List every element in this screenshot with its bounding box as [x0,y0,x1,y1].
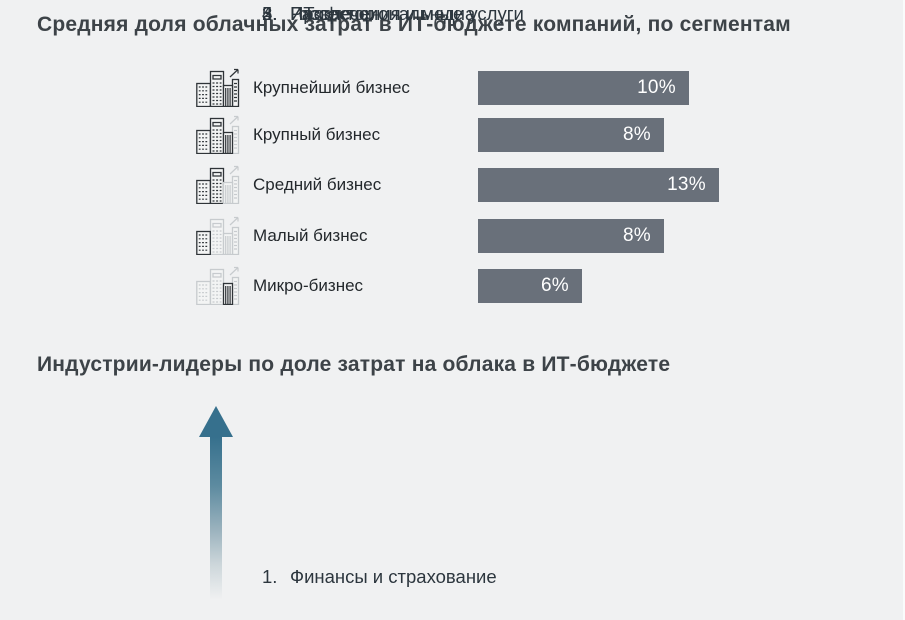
segment-bar: 6% [478,269,582,303]
segment-value: 13% [667,174,706,195]
buildings-largest-business-icon [196,68,240,107]
segment-value: 6% [540,275,569,296]
segment-label: Микро-бизнес [253,276,364,295]
chart-row: Малый бизнес 8% [0,216,903,255]
buildings-large-business-icon [196,115,240,154]
industry-rank: 1. [262,566,278,587]
segment-value: 10% [637,77,676,98]
industry-label: Финансы и страхование [290,566,497,587]
cloud-share-bar-chart: Крупнейший бизнес 10% Крупный бизнес 8% [0,68,903,305]
segment-label: Крупнейший бизнес [253,78,410,97]
segment-value: 8% [622,225,651,246]
segment-bar: 8% [478,219,664,253]
industry-rank: 4. [262,3,278,24]
chart-row: Крупнейший бизнес 10% [0,68,903,107]
segment-label: Средний бизнес [253,175,382,194]
industry-label: Профессиональные услуги [290,3,524,24]
buildings-medium-business-icon [196,165,240,204]
segment-bar: 8% [478,118,664,152]
buildings-small-business-icon [196,216,240,255]
industry-label: Госсектор [290,3,376,24]
industry-list-item: 3. Госсектор [262,0,375,28]
segment-bar: 10% [478,71,689,105]
growth-arrow-icon [199,406,233,602]
chart-row: Средний бизнес 13% [0,165,903,204]
industry-rank: 2. [262,3,278,24]
industry-label: Развлечения и медиа [290,3,476,24]
industry-list-item: 5. Профессиональные услуги [262,0,524,28]
chart-row: Микро-бизнес 6% [0,266,903,305]
segment-value: 8% [622,124,651,145]
segment-bar: 13% [478,168,719,202]
segment-label: Малый бизнес [253,226,368,245]
arrow-shaft [210,437,222,600]
industry-rank: 5. [262,3,278,24]
industries-list-title: Индустрии-лидеры по доле затрат на облак… [37,353,671,376]
industry-list-item: 4. Развлечения и медиа [262,0,475,28]
industry-label: ИТ [290,3,315,24]
segments-chart-title: Средняя доля облачных затрат в ИТ-бюджет… [37,13,791,36]
segment-label: Крупный бизнес [253,125,381,144]
arrow-head [199,406,233,437]
buildings-micro-business-icon [196,266,240,305]
industry-list-item: 1. Финансы и страхование [262,563,497,591]
industry-rank: 3. [262,3,278,24]
industry-list-item: 2. ИТ [262,0,315,28]
chart-row: Крупный бизнес 8% [0,115,903,154]
